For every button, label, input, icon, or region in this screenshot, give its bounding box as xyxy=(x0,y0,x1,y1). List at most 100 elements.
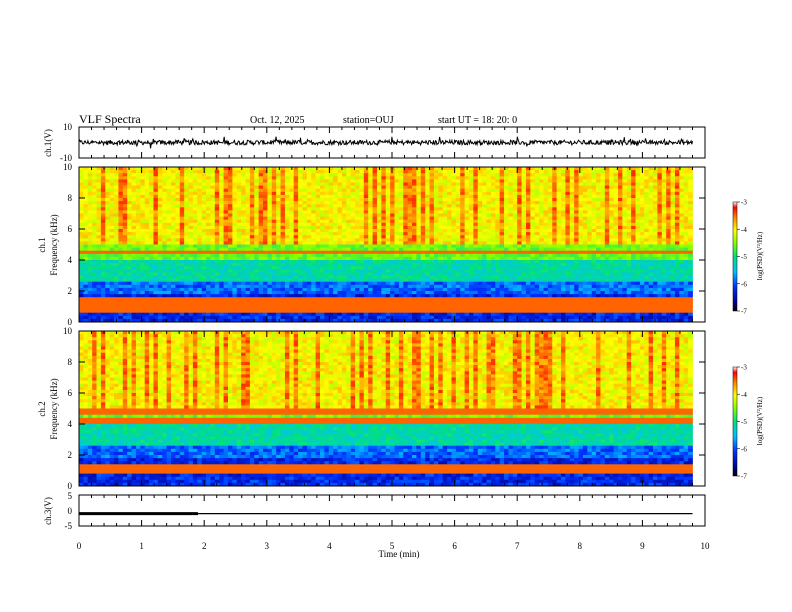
ch1-spectrogram-cell xyxy=(337,167,343,171)
ch1-spectrogram-cell xyxy=(210,194,216,199)
ch1-spectrogram-cell xyxy=(298,182,303,186)
ch1-spectrogram-cell xyxy=(249,272,255,276)
ch1-spectrogram-cell xyxy=(473,176,479,180)
ch1-spectrogram-cell xyxy=(79,253,84,258)
ch1-spectrogram-cell xyxy=(118,266,124,270)
ch1-spectrogram-cell xyxy=(254,173,260,177)
ch1-spectrogram-cell xyxy=(337,173,343,177)
ch1-spectrogram-cell xyxy=(320,225,325,230)
ch1-spectrogram-cell xyxy=(363,250,369,255)
ch1-spectrogram-cell xyxy=(495,278,501,283)
ch1-spectrogram-cell xyxy=(122,219,128,224)
ch1-spectrogram-cell xyxy=(394,263,400,267)
ch1-spectrogram-cell xyxy=(306,272,312,276)
ch1-spectrogram-cell xyxy=(245,222,251,227)
ch1-spectrogram-cell xyxy=(333,235,338,239)
ch1-spectrogram-cell xyxy=(398,263,404,267)
ch1-spectrogram-cell xyxy=(442,201,448,205)
ch1-spectrogram-cell xyxy=(293,247,299,252)
ch1-spectrogram-cell xyxy=(166,179,172,183)
ch1-spectrogram-cell xyxy=(276,278,281,283)
ch1-spectrogram-cell xyxy=(306,191,312,196)
ch1-spectrogram-cell xyxy=(197,294,203,298)
ch1-spectrogram-cell xyxy=(131,247,137,252)
ch1-spectrogram-cell xyxy=(425,182,430,186)
ch1-spectrogram-cell xyxy=(372,167,378,171)
ch1-spectrogram-cell xyxy=(315,253,321,258)
ch1-spectrogram-cell xyxy=(197,222,203,227)
ch1-spectrogram-cell xyxy=(219,207,224,211)
ch1-spectrogram-cell xyxy=(79,256,84,261)
ch1-spectrogram-cell xyxy=(197,201,203,205)
ch1-spectrogram-cell xyxy=(499,182,505,186)
ch1-spectrogram-cell xyxy=(140,222,146,227)
ch1-spectrogram-cell xyxy=(438,167,444,171)
ch1-spectrogram-cell xyxy=(412,244,417,248)
ch1-spectrogram-cell xyxy=(442,204,448,208)
ch1-spectrogram-cell xyxy=(398,185,404,190)
ch1-spectrogram-cell xyxy=(87,291,93,295)
ch1-spectrogram-cell xyxy=(495,188,501,193)
ch1-spectrogram-cell xyxy=(385,213,391,217)
ch1-spectrogram-cell xyxy=(447,260,452,264)
ch1-spectrogram-cell xyxy=(490,247,496,252)
ch1-spectrogram-cell xyxy=(451,188,457,193)
ch1-spectrogram-cell xyxy=(79,281,84,286)
ch1-spectrogram-cell xyxy=(223,263,229,267)
ch1-spectrogram-cell xyxy=(263,250,268,255)
ch1-spectrogram-cell xyxy=(442,278,448,283)
ch1-spectrogram-cell xyxy=(179,253,185,258)
ch1-spectrogram-cell xyxy=(249,207,255,211)
ch1-spectrogram-cell xyxy=(328,312,334,317)
ch1-spectrogram-cell xyxy=(127,204,132,208)
ch1-spectrogram-cell xyxy=(223,176,229,180)
ch1-spectrogram-cell xyxy=(157,284,163,289)
ch1-spectrogram-cell xyxy=(482,287,487,292)
ch1-spectrogram-cell xyxy=(184,303,189,307)
ch1-spectrogram-cell xyxy=(92,318,97,323)
ch1-spectrogram-cell xyxy=(284,312,290,317)
ch1-spectrogram-cell xyxy=(315,294,321,298)
ch1-spectrogram-cell xyxy=(140,185,146,190)
ch1-spectrogram-cell xyxy=(490,241,496,245)
ch1-spectrogram-cell xyxy=(254,188,260,193)
ch1-spectrogram-cell xyxy=(271,216,277,221)
ch1-spectrogram-cell xyxy=(96,219,102,224)
ch1-spectrogram-cell xyxy=(263,201,268,205)
ch1-spectrogram-cell xyxy=(249,312,255,317)
ch1-spectrogram-cell xyxy=(105,213,111,217)
ch1-spectrogram-cell xyxy=(416,300,422,304)
ch1-spectrogram-cell xyxy=(398,297,404,301)
ch1-spectrogram-cell xyxy=(311,188,317,193)
ch1-spectrogram-cell xyxy=(118,191,124,196)
ch1-spectrogram-cell xyxy=(504,266,509,270)
ch1-spectrogram-cell xyxy=(184,266,189,270)
ch1-spectrogram-cell xyxy=(214,229,220,233)
ch1-spectrogram-cell xyxy=(105,291,111,295)
ch1-spectrogram-cell xyxy=(346,272,352,276)
ch1-spectrogram-cell xyxy=(315,318,321,323)
ch1-spectrogram-cell xyxy=(508,287,514,292)
ch1-spectrogram-cell xyxy=(368,269,373,273)
ch1-spectrogram-cell xyxy=(236,167,242,171)
ch1-spectrogram-cell xyxy=(258,238,264,242)
ch1-spectrogram-cell xyxy=(333,266,338,270)
ch1-spectrogram-cell xyxy=(214,201,220,205)
ch1-spectrogram-cell xyxy=(394,297,400,301)
ch1-spectrogram-cell xyxy=(490,210,496,214)
ch1-spectrogram-cell xyxy=(149,241,154,245)
ch1-spectrogram-cell xyxy=(495,213,501,217)
ch1-spectrogram-cell xyxy=(420,222,426,227)
ch1-spectrogram-cell xyxy=(241,210,246,214)
ch1-spectrogram-cell xyxy=(210,247,216,252)
ch1-spectrogram-cell xyxy=(499,216,505,221)
ch1-spectrogram-cell xyxy=(372,238,378,242)
ch1-spectrogram-cell xyxy=(131,170,137,174)
ch1-spectrogram-cell xyxy=(171,207,176,211)
ch1-spectrogram-cell xyxy=(79,229,84,233)
ch1-spectrogram-cell xyxy=(79,247,84,252)
ch1-spectrogram-cell xyxy=(92,250,97,255)
ch1-spectrogram-cell xyxy=(455,278,461,283)
ch1-spectrogram-cell xyxy=(232,173,238,177)
ch1-spectrogram-cell xyxy=(302,204,308,208)
